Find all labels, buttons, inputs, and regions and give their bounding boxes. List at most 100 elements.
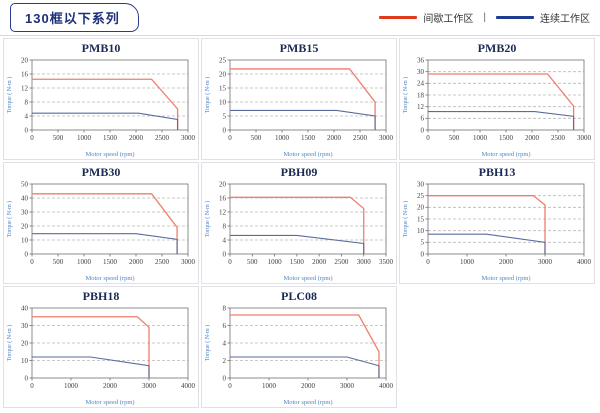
svg-text:8: 8: [25, 98, 29, 106]
torque-speed-plot: 0 1000 2000 3000 4000 0 5 10 15 20 25 30 Motor speed…: [402, 180, 592, 282]
svg-text:2000: 2000: [312, 258, 327, 266]
svg-text:2500: 2500: [155, 134, 170, 142]
svg-text:4: 4: [223, 236, 227, 244]
intermittent-zone-curve: [230, 68, 376, 130]
svg-text:1000: 1000: [77, 134, 92, 142]
svg-text:2000: 2000: [103, 382, 118, 390]
svg-text:40: 40: [21, 304, 29, 312]
svg-text:10: 10: [219, 98, 227, 106]
svg-text:16: 16: [21, 70, 29, 78]
svg-text:6: 6: [223, 322, 227, 330]
svg-text:500: 500: [251, 134, 262, 142]
svg-text:2: 2: [223, 357, 227, 365]
svg-text:500: 500: [53, 134, 64, 142]
torque-speed-plot: 0 500 1000 1500 2000 2500 3000 0 5 10 15 20 25 Motor …: [204, 56, 394, 158]
svg-text:4000: 4000: [181, 382, 196, 390]
torque-speed-plot: 0 1000 2000 3000 4000 0 2 4 6 8 Motor speed (rpm) T…: [204, 304, 394, 406]
continuous-zone-curve: [32, 112, 179, 130]
svg-text:15: 15: [219, 84, 227, 92]
chart-legend: 间歇工作区 | 连续工作区: [379, 10, 590, 25]
svg-text:20: 20: [21, 339, 29, 347]
continuous-zone-curve: [428, 233, 546, 254]
chart-title: PBH13: [478, 165, 516, 179]
x-axis-label: Motor speed (rpm): [283, 151, 332, 158]
svg-text:0: 0: [25, 126, 29, 134]
x-axis-label: Motor speed (rpm): [85, 399, 134, 406]
chart-card-pbh09: PBH09 0 500 1000 1500 2000 2500 3000 3500 0 4 8 12 1…: [201, 162, 397, 284]
svg-text:4000: 4000: [379, 382, 394, 390]
svg-text:2500: 2500: [334, 258, 349, 266]
chart-title: PMB20: [477, 41, 517, 55]
chart-card-pbh13: PBH13 0 1000 2000 3000 4000 0 5 10 15 20 25 30 Motor…: [399, 162, 595, 284]
svg-text:3000: 3000: [357, 258, 372, 266]
svg-text:2000: 2000: [525, 134, 540, 142]
y-axis-label: Torque ( N-m ): [204, 325, 211, 361]
svg-text:4000: 4000: [577, 258, 592, 266]
continuous-zone-curve: [230, 234, 365, 254]
svg-text:0: 0: [25, 250, 29, 258]
svg-text:30: 30: [21, 322, 29, 330]
svg-text:8: 8: [223, 222, 227, 230]
svg-text:0: 0: [426, 258, 430, 266]
svg-text:30: 30: [417, 68, 425, 76]
x-axis-label: Motor speed (rpm): [283, 399, 332, 406]
svg-text:6: 6: [421, 115, 425, 123]
svg-text:4: 4: [25, 112, 29, 120]
svg-text:2000: 2000: [301, 382, 316, 390]
x-axis-label: Motor speed (rpm): [481, 275, 530, 282]
svg-text:2000: 2000: [499, 258, 514, 266]
svg-text:0: 0: [421, 250, 425, 258]
chart-title: PBH18: [82, 289, 120, 303]
svg-text:3000: 3000: [577, 134, 592, 142]
intermittent-zone-curve: [32, 316, 150, 378]
svg-text:0: 0: [223, 250, 227, 258]
svg-text:30: 30: [21, 208, 29, 216]
svg-text:1500: 1500: [499, 134, 514, 142]
svg-text:2000: 2000: [129, 134, 144, 142]
svg-text:8: 8: [223, 304, 227, 312]
svg-text:1000: 1000: [275, 134, 290, 142]
svg-text:500: 500: [449, 134, 460, 142]
intermittent-zone-curve: [32, 193, 178, 254]
svg-text:12: 12: [21, 84, 29, 92]
svg-text:40: 40: [21, 194, 29, 202]
legend-item-continuous: 连续工作区: [496, 10, 590, 25]
svg-text:20: 20: [21, 222, 29, 230]
svg-text:1000: 1000: [268, 258, 283, 266]
continuous-zone-curve: [230, 356, 380, 378]
svg-text:0: 0: [228, 258, 232, 266]
legend-label-intermittent: 间歇工作区: [423, 14, 474, 25]
svg-text:3000: 3000: [538, 258, 553, 266]
svg-text:20: 20: [219, 180, 227, 188]
svg-text:3000: 3000: [379, 134, 394, 142]
page-header: 130框以下系列 间歇工作区 | 连续工作区: [0, 0, 600, 36]
svg-text:0: 0: [30, 382, 34, 390]
svg-text:2500: 2500: [353, 134, 368, 142]
chart-card-pmb15: PMB15 0 500 1000 1500 2000 2500 3000 0 5 10 15 20 25…: [201, 38, 397, 160]
svg-text:24: 24: [417, 80, 425, 88]
y-axis-label: Torque ( N-m ): [6, 77, 13, 113]
svg-text:10: 10: [21, 236, 29, 244]
chart-card-pmb20: PMB20 0 500 1000 1500 2000 2500 3000 0 6 12 18 24 30…: [399, 38, 595, 160]
svg-text:0: 0: [228, 134, 232, 142]
chart-card-pmb30: PMB30 0 500 1000 1500 2000 2500 3000 0 10 20 30 40 5…: [3, 162, 199, 284]
x-axis-label: Motor speed (rpm): [85, 151, 134, 158]
svg-text:25: 25: [219, 56, 227, 64]
continuous-zone-curve: [428, 110, 575, 130]
y-axis-label: Torque ( N-m ): [6, 201, 13, 237]
continuous-zone-curve: [32, 356, 150, 378]
svg-text:1000: 1000: [473, 134, 488, 142]
torque-speed-plot: 0 500 1000 1500 2000 2500 3000 0 10 20 30 40 50 Motor…: [6, 180, 196, 282]
svg-text:0: 0: [30, 134, 34, 142]
continuous-zone-curve: [230, 109, 376, 130]
svg-text:36: 36: [417, 56, 425, 64]
svg-text:3500: 3500: [379, 258, 394, 266]
svg-text:1000: 1000: [460, 258, 475, 266]
svg-text:20: 20: [417, 204, 425, 212]
torque-speed-plot: 0 500 1000 1500 2000 2500 3000 3500 0 4 8 12 16 20 Mot…: [204, 180, 394, 282]
torque-speed-plot: 0 500 1000 1500 2000 2500 3000 0 6 12 18 24 30 36 Moto…: [402, 56, 592, 158]
svg-text:1500: 1500: [103, 258, 118, 266]
y-axis-label: Torque ( N-m ): [402, 77, 409, 113]
svg-text:2000: 2000: [327, 134, 342, 142]
legend-item-intermittent: 间歇工作区: [379, 10, 473, 25]
